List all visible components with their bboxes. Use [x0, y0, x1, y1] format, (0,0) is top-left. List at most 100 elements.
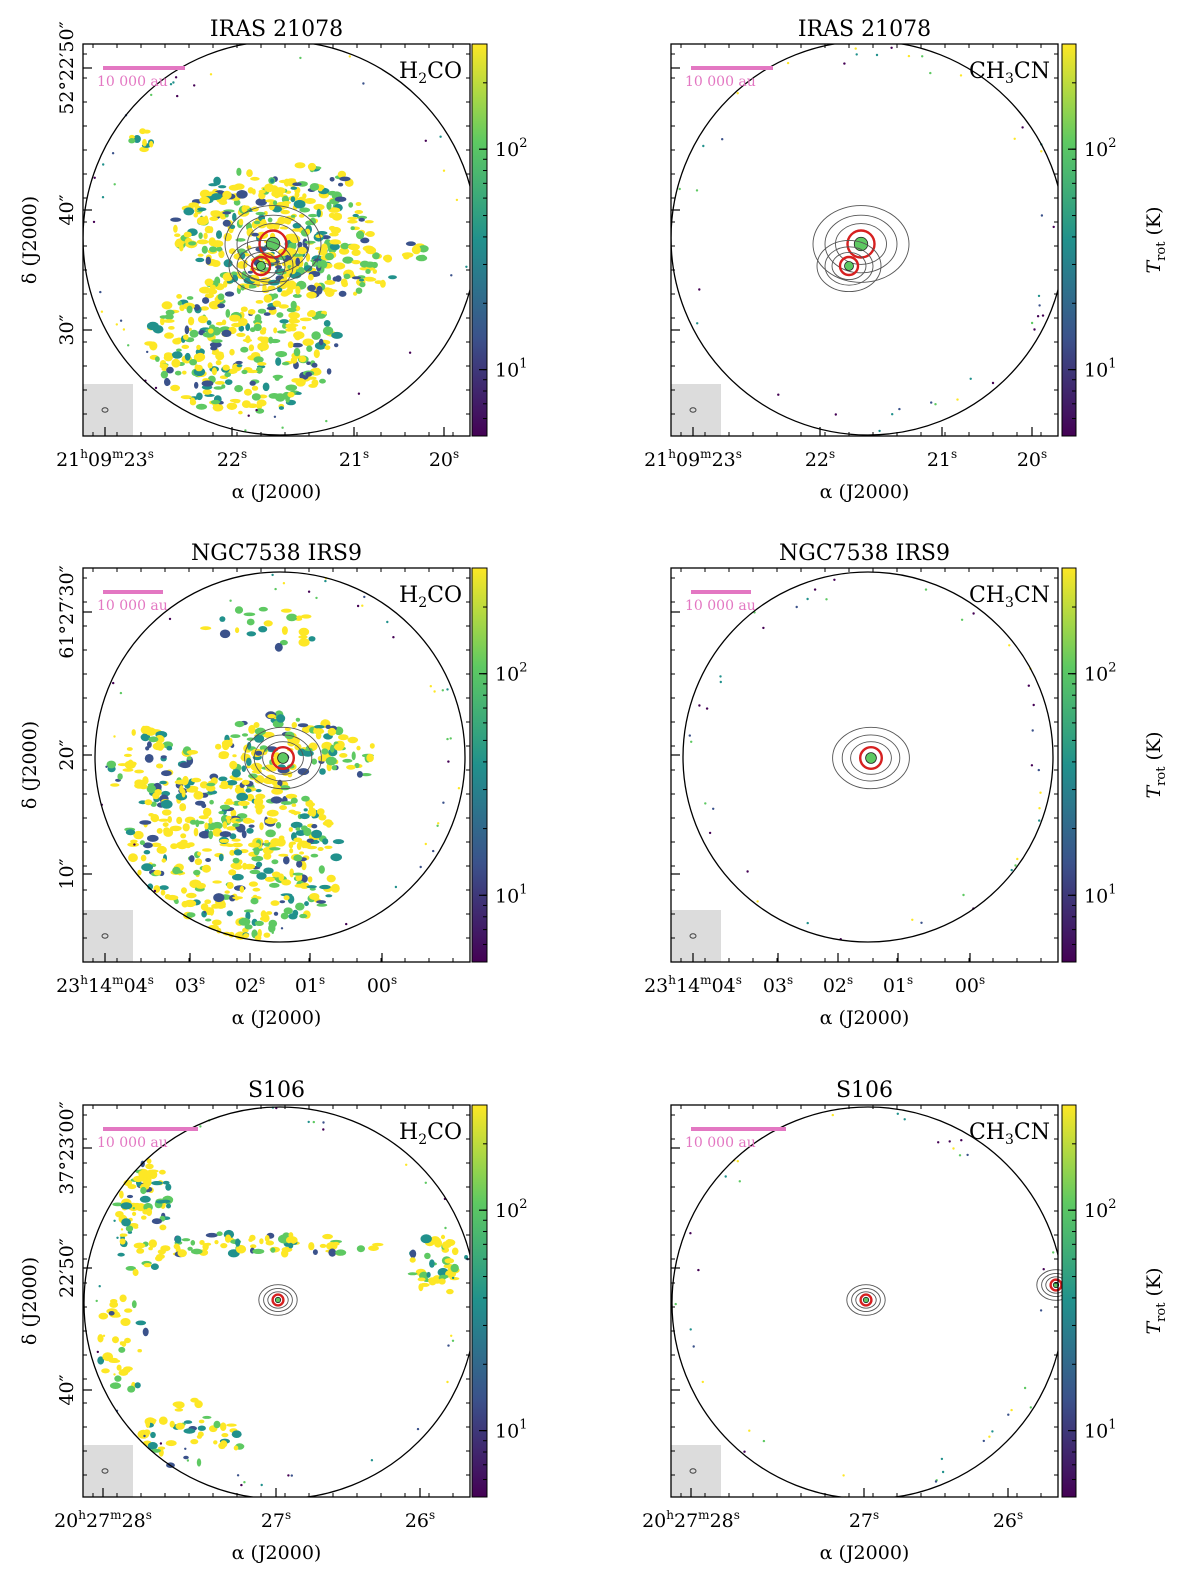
ra-axis-label: α (J2000) [232, 1542, 322, 1564]
emission-speckle [181, 778, 188, 786]
noise-pixel [146, 350, 149, 354]
red-contour [838, 255, 860, 277]
emission-speckle [359, 278, 365, 282]
continuum-contour [253, 734, 313, 782]
ra-seconds: 27 [849, 1510, 873, 1532]
emission-speckle [223, 232, 232, 242]
noise-pixel [446, 688, 449, 691]
emission-speckle [315, 234, 323, 238]
noise-pixel [432, 849, 435, 853]
emission-speckle [212, 828, 223, 837]
emission-speckle [290, 186, 298, 190]
noise-pixel [99, 290, 102, 294]
emission-speckle [218, 811, 224, 815]
colorbar-subscript: rot [1154, 766, 1169, 786]
noise-pixel [743, 1450, 746, 1453]
emission-speckle [313, 203, 325, 211]
emission-speckle [161, 809, 172, 816]
emission-speckle [211, 821, 223, 830]
noise-pixel [307, 1120, 310, 1124]
emission-speckle [219, 616, 226, 622]
emission-speckle [299, 317, 312, 322]
noise-pixel [678, 187, 681, 191]
noise-pixel [307, 590, 311, 593]
emission-speckle [224, 372, 231, 378]
emission-speckle [255, 300, 264, 304]
noise-pixel [127, 344, 130, 347]
emission-speckle [275, 393, 286, 402]
emission-speckle [332, 276, 339, 282]
emission-speckle [342, 758, 353, 763]
noise-pixel [105, 765, 108, 768]
emission-speckle [232, 212, 237, 222]
primary-beam-circle [671, 1106, 1058, 1497]
emission-speckle [195, 819, 200, 828]
emission-speckle [229, 348, 235, 356]
emission-speckle [275, 351, 288, 358]
scale-bar-label: 10 000 au [97, 1135, 168, 1151]
emission-speckle [372, 252, 380, 260]
noise-pixel [119, 319, 123, 322]
emission-speckle [150, 1448, 161, 1453]
molecule-label: H2CO [399, 1120, 462, 1148]
emission-speckle [439, 1274, 449, 1279]
emission-speckle [211, 919, 222, 926]
emission-speckle [225, 309, 231, 318]
noise-pixel [172, 81, 175, 84]
continuum-contour [236, 246, 286, 286]
tick-base: 10 [1084, 1200, 1108, 1222]
emission-speckle [182, 823, 190, 832]
emission-speckle [120, 1318, 131, 1326]
emission-speckle [236, 167, 242, 176]
emission-speckle [183, 1428, 196, 1434]
colorbar-unit: (K) [1143, 1267, 1165, 1302]
emission-speckle [132, 1211, 137, 1216]
emission-speckle [124, 1308, 133, 1313]
emission-speckle [131, 1300, 137, 1309]
noise-pixel [1013, 137, 1016, 140]
emission-speckle [147, 1442, 158, 1450]
emission-speckle [186, 788, 199, 793]
emission-speckle [235, 818, 245, 822]
emission-speckle [101, 1368, 110, 1374]
emission-speckle [247, 742, 252, 750]
emission-speckle [165, 1440, 177, 1447]
emission-speckle [110, 783, 120, 787]
emission-speckle [319, 1243, 327, 1248]
emission-speckle [311, 824, 318, 829]
emission-speckle [185, 892, 197, 899]
noise-pixel [1052, 1251, 1055, 1254]
noise-pixel [924, 588, 928, 591]
emission-speckle [279, 278, 290, 287]
emission-speckle [263, 867, 274, 874]
noise-pixel [806, 921, 809, 925]
core-marker [862, 1296, 870, 1304]
noise-pixel [712, 807, 715, 810]
emission-speckle [160, 755, 167, 759]
noise-pixel [424, 842, 427, 846]
red-contour [258, 229, 288, 259]
colorbar-subscript: rot [1154, 1302, 1169, 1322]
emission-speckle [202, 297, 210, 304]
emission-speckle [295, 285, 301, 295]
emission-speckle [283, 856, 290, 865]
noise-pixel [348, 55, 351, 58]
noise-pixel [325, 419, 328, 423]
panel-title: S106 [248, 1078, 305, 1103]
emission-speckle [162, 319, 175, 323]
noise-pixel [695, 189, 699, 192]
emission-speckle [204, 215, 209, 223]
emission-map [678, 46, 1055, 433]
noise-pixel [748, 1429, 751, 1432]
emission-speckle [215, 351, 225, 361]
emission-speckle [270, 1247, 276, 1253]
noise-pixel [143, 1434, 146, 1438]
emission-speckle [218, 250, 225, 259]
emission-speckle [335, 1249, 347, 1256]
emission-speckle [274, 187, 286, 195]
emission-speckle [156, 828, 163, 834]
noise-pixel [93, 176, 96, 179]
ra-s-unit: s [429, 1508, 435, 1522]
emission-speckle [253, 846, 260, 856]
continuum-contour [846, 1284, 886, 1316]
